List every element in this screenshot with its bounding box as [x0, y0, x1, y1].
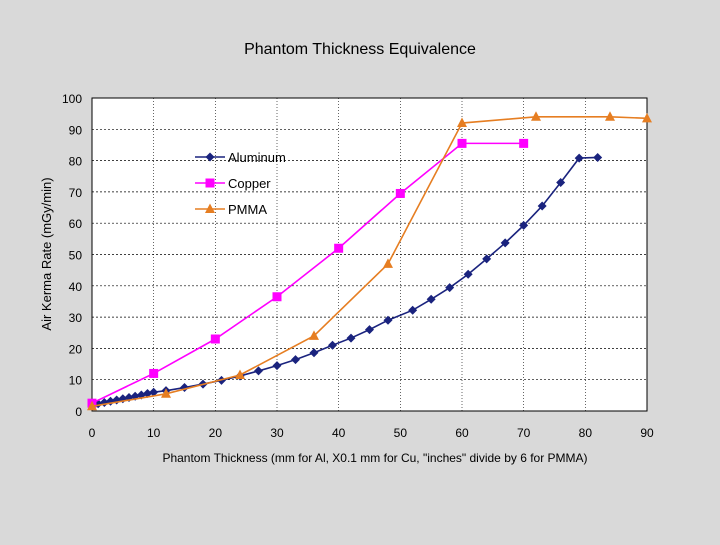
- data-point-pmma: [161, 388, 171, 398]
- data-point-aluminum: [463, 269, 473, 279]
- y-tick-label: 70: [69, 186, 83, 200]
- x-tick-label: 70: [517, 426, 531, 440]
- legend-label: PMMA: [228, 202, 267, 217]
- y-tick-label: 80: [69, 155, 83, 169]
- legend-swatch-marker: [205, 203, 215, 213]
- legend-label: Copper: [228, 176, 271, 191]
- data-point-copper: [149, 368, 159, 378]
- data-point-aluminum: [346, 333, 356, 343]
- data-point-aluminum: [328, 340, 337, 350]
- y-tick-label: 20: [69, 342, 83, 356]
- data-point-aluminum: [537, 201, 547, 211]
- tick-labels: 0 10 20 30 40 50 60 70 80 90 100 0 10 20 30 40 50 60 70 80 9…: [62, 92, 654, 440]
- y-axis-label: Air Kerma Rate (mGy/min): [39, 177, 54, 330]
- data-point-aluminum: [143, 388, 152, 398]
- data-point-pmma: [235, 369, 245, 380]
- y-tick-label: 50: [69, 249, 83, 263]
- series-layer: [87, 111, 652, 411]
- y-tick-label: 10: [69, 374, 83, 388]
- x-tick-label: 90: [640, 426, 654, 440]
- legend: Aluminum Copper PMMA: [195, 150, 286, 217]
- data-point-aluminum: [149, 387, 159, 397]
- y-tick-label: 40: [69, 280, 83, 294]
- data-point-aluminum: [272, 361, 282, 371]
- grid-lines: [92, 98, 647, 411]
- data-point-pmma: [87, 400, 97, 411]
- series-pmma: [87, 111, 652, 411]
- data-point-aluminum: [408, 305, 418, 315]
- x-tick-label: 80: [579, 426, 593, 440]
- data-point-aluminum: [482, 254, 492, 264]
- x-tick-label: 30: [270, 426, 284, 440]
- x-tick-label: 40: [332, 426, 346, 440]
- data-point-aluminum: [309, 348, 319, 358]
- data-point-aluminum: [254, 366, 263, 376]
- legend-item-copper: Copper: [195, 176, 271, 191]
- chart-title: Phantom Thickness Equivalence: [244, 41, 476, 58]
- data-point-aluminum: [291, 355, 300, 365]
- data-point-aluminum: [365, 325, 374, 335]
- data-point-aluminum: [519, 220, 529, 230]
- data-point-pmma: [531, 111, 541, 121]
- legend-item-aluminum: Aluminum: [195, 150, 286, 165]
- y-tick-label: 90: [69, 123, 83, 137]
- data-point-copper: [457, 138, 467, 148]
- series-line-copper: [91, 142, 524, 404]
- data-point-aluminum: [500, 238, 510, 248]
- x-axis-label: Phantom Thickness (mm for Al, X0.1 mm fo…: [162, 451, 587, 465]
- x-tick-label: 20: [209, 426, 223, 440]
- series-copper: [87, 138, 529, 408]
- data-point-aluminum: [426, 294, 436, 304]
- x-tick-label: 0: [89, 426, 96, 440]
- x-tick-label: 60: [455, 426, 469, 440]
- data-point-pmma: [457, 117, 467, 128]
- y-tick-label: 60: [69, 217, 83, 231]
- legend-item-pmma: PMMA: [195, 202, 267, 217]
- data-point-pmma: [605, 111, 615, 121]
- data-point-copper: [272, 292, 282, 302]
- data-point-pmma: [309, 330, 319, 340]
- data-point-copper: [395, 188, 405, 198]
- data-point-copper: [519, 138, 529, 148]
- data-point-aluminum: [556, 178, 566, 188]
- data-point-aluminum: [383, 315, 393, 325]
- legend-label: Aluminum: [228, 150, 286, 165]
- legend-swatch-marker: [205, 152, 215, 162]
- data-point-copper: [210, 334, 220, 344]
- data-point-aluminum: [445, 283, 455, 293]
- y-tick-label: 100: [62, 92, 82, 106]
- data-point-aluminum: [574, 153, 584, 163]
- data-point-copper: [334, 243, 344, 253]
- x-tick-label: 50: [394, 426, 408, 440]
- data-point-pmma: [383, 258, 393, 268]
- y-tick-label: 0: [75, 405, 82, 419]
- data-point-aluminum: [593, 152, 603, 162]
- x-tick-label: 10: [147, 426, 161, 440]
- y-tick-label: 30: [69, 311, 83, 325]
- legend-swatch-marker: [205, 178, 215, 188]
- data-point-pmma: [642, 112, 652, 123]
